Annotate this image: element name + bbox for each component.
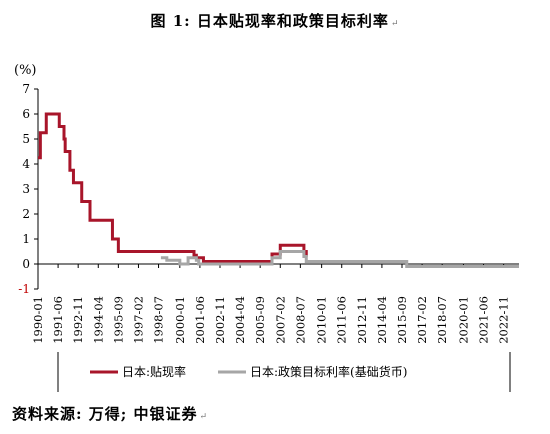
y-tick-label: -1 bbox=[18, 282, 30, 296]
y-tick-label: 6 bbox=[22, 107, 30, 121]
y-tick-label: 1 bbox=[22, 232, 30, 246]
x-tick-label: 1990-01 bbox=[31, 296, 45, 344]
x-tick-label: 1998-07 bbox=[152, 296, 166, 344]
x-tick-label: 2015-09 bbox=[395, 296, 409, 344]
x-tick-label: 2010-01 bbox=[315, 296, 329, 344]
x-tick-label: 2007-02 bbox=[273, 296, 287, 344]
x-tick-label: 1994-04 bbox=[91, 296, 105, 344]
x-tick-label: 2012-11 bbox=[355, 296, 369, 344]
y-axis-label-group: (%) bbox=[14, 63, 37, 78]
x-tick-label: 1992-11 bbox=[71, 296, 85, 344]
x-tick-label: 2021-06 bbox=[477, 296, 491, 344]
x-tick-label: 2005-09 bbox=[253, 296, 267, 344]
y-tick-label: 0 bbox=[22, 257, 30, 271]
source-note: 资料来源: 万得; 中银证券 ↵ bbox=[12, 405, 209, 423]
x-tick-label: 2001-06 bbox=[193, 296, 207, 344]
x-tick-label: 1991-06 bbox=[51, 296, 65, 344]
x-axis-ticks: 1990-01 1991-06 1992-11 1994-04 1995-09 1997-… bbox=[31, 264, 511, 344]
x-tick-label: 2020-01 bbox=[456, 296, 470, 344]
chart-title: 图 1: 日本贴现率和政策目标利率 ↵ bbox=[150, 12, 400, 30]
legend-label-1: 日本:贴现率 bbox=[122, 364, 186, 379]
series-line-2 bbox=[160, 250, 519, 268]
x-tick-label: 2000-01 bbox=[173, 296, 187, 344]
y-axis-ticks: -1 0 1 2 3 4 5 6 7 bbox=[18, 82, 38, 296]
legend-label-2: 日本:政策目标利率(基础货币) bbox=[250, 364, 407, 379]
x-tick-label: 2017-02 bbox=[415, 296, 429, 344]
series-line-1 bbox=[38, 112, 308, 263]
y-tick-label: 3 bbox=[22, 182, 30, 196]
legend: 日本:贴现率 日本:政策目标利率(基础货币) bbox=[57, 352, 511, 392]
x-tick-label: 2004-04 bbox=[233, 296, 247, 344]
y-axis-label: (%) bbox=[14, 63, 37, 78]
y-tick-label: 7 bbox=[22, 82, 30, 96]
x-tick-label: 2022-11 bbox=[497, 296, 511, 344]
y-tick-label: 5 bbox=[22, 132, 30, 146]
x-tick-label: 2018-07 bbox=[435, 296, 449, 344]
x-tick-label: 2014-04 bbox=[375, 296, 389, 344]
paragraph-mark-icon: ↵ bbox=[390, 19, 400, 29]
x-tick-label: 2011-06 bbox=[335, 296, 349, 344]
y-tick-label: 4 bbox=[22, 157, 30, 171]
x-tick-label: 2008-07 bbox=[293, 296, 307, 344]
series-group bbox=[38, 112, 519, 268]
x-tick-label: 1995-09 bbox=[111, 296, 125, 344]
x-tick-label: 1997-02 bbox=[131, 296, 145, 344]
x-tick-label: 2002-11 bbox=[213, 296, 227, 344]
paragraph-mark-icon: ↵ bbox=[199, 412, 209, 422]
y-tick-label: 2 bbox=[22, 207, 30, 221]
